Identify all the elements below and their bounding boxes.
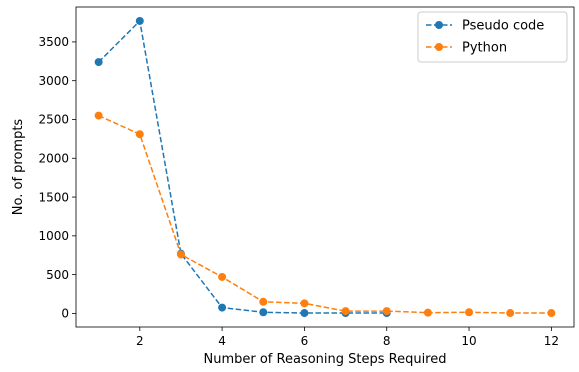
data-point-python <box>341 307 350 316</box>
x-tick-label: 8 <box>383 334 391 348</box>
x-tick-label: 4 <box>218 334 226 348</box>
data-point-python <box>506 309 515 318</box>
series-line-python <box>98 114 552 314</box>
x-axis-ticks: 2 4 6 8 10 12 <box>136 327 559 348</box>
legend-label-pseudo-code: Pseudo code <box>462 19 544 34</box>
y-tick-label: 3000 <box>38 74 69 88</box>
series-layer <box>94 16 556 318</box>
data-point-python <box>465 308 474 317</box>
y-tick-label: 500 <box>46 268 69 282</box>
x-tick-label: 6 <box>301 334 309 348</box>
data-point-python <box>94 111 103 120</box>
data-point-python <box>382 307 391 316</box>
data-point-python <box>547 309 556 318</box>
legend-marker-python <box>435 43 443 51</box>
y-tick-label: 1000 <box>38 229 69 243</box>
legend: Pseudo code Python <box>417 11 568 63</box>
x-tick-label: 2 <box>136 334 144 348</box>
data-point-pseudo-code <box>135 16 144 25</box>
x-tick-label: 10 <box>461 334 476 348</box>
data-point-pseudo-code <box>300 309 309 318</box>
y-tick-label: 2000 <box>38 151 69 165</box>
data-point-pseudo-code <box>259 308 268 317</box>
series-line-pseudo-code <box>98 19 387 314</box>
legend-label-python: Python <box>462 41 507 56</box>
y-axis-title: No. of prompts <box>11 119 26 216</box>
legend-marker-pseudo-code <box>435 21 443 29</box>
y-tick-label: 3500 <box>38 35 69 49</box>
y-axis-ticks: 0 500 1000 1500 2000 2500 3000 3500 <box>38 35 76 321</box>
y-tick-label: 1500 <box>38 190 69 204</box>
legend-frame <box>417 11 568 63</box>
data-point-python <box>300 299 309 308</box>
y-tick-label: 0 <box>61 307 69 321</box>
x-axis-title: Number of Reasoning Steps Required <box>204 352 447 367</box>
data-point-python <box>423 308 432 317</box>
data-point-pseudo-code <box>218 303 227 312</box>
data-point-python <box>218 272 227 281</box>
x-tick-label: 12 <box>544 334 559 348</box>
data-point-python <box>135 130 144 139</box>
data-point-pseudo-code <box>94 58 103 67</box>
data-point-python <box>176 250 185 259</box>
y-tick-label: 2500 <box>38 113 69 127</box>
data-point-python <box>259 297 268 306</box>
